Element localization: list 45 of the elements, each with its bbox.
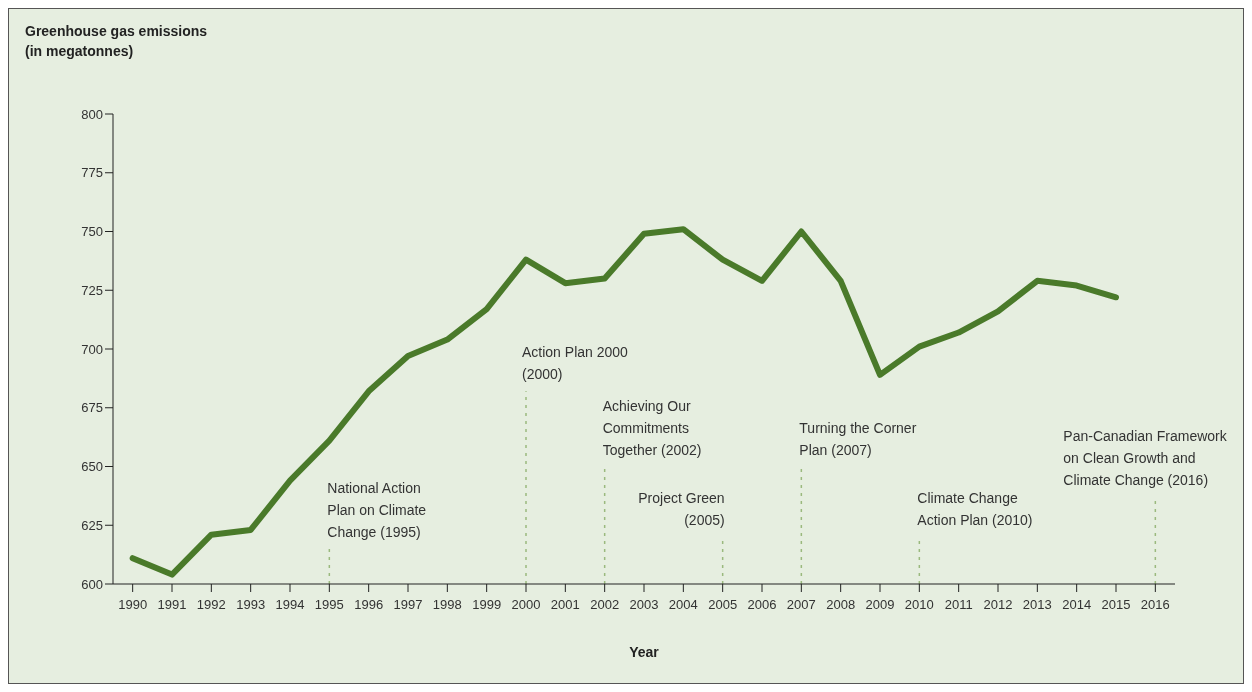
x-tick-label: 2015 — [1101, 597, 1131, 613]
x-tick-label: 2014 — [1062, 597, 1092, 613]
y-tick-label: 725 — [81, 282, 103, 298]
x-axis-title: Year — [629, 644, 660, 660]
x-tick-label: 1990 — [118, 597, 148, 613]
x-tick-label: 2000 — [511, 597, 541, 613]
y-tick-label: 750 — [81, 224, 103, 240]
y-tick-label: 775 — [81, 165, 103, 181]
x-tick-label: 2011 — [944, 597, 973, 613]
x-tick-label: 2009 — [865, 597, 895, 613]
y-tick-label: 650 — [81, 459, 103, 475]
y-tick-label: 625 — [81, 517, 103, 533]
x-tick-label: 2010 — [904, 597, 934, 613]
x-tick-label: 2002 — [590, 597, 620, 613]
y-tick-label: 800 — [81, 106, 103, 122]
x-tick-label: 2004 — [668, 597, 698, 613]
x-tick-label: 2013 — [1022, 597, 1052, 613]
x-tick-label: 1993 — [236, 597, 266, 613]
x-tick-label: 2012 — [983, 597, 1013, 613]
x-tick-label: 1994 — [275, 597, 305, 613]
x-tick-label: 2003 — [629, 597, 659, 613]
x-tick-label: 2016 — [1140, 597, 1170, 613]
ref-line-label: National Action Plan on Climate Change (1995) — [327, 479, 427, 540]
x-tick-label: 1998 — [432, 597, 462, 613]
y-tick-label: 600 — [81, 576, 103, 592]
x-tick-label: 2006 — [747, 597, 777, 613]
ref-line-label: Project Green (2005) — [638, 490, 725, 528]
x-tick-label: 1997 — [393, 597, 423, 613]
y-tick-label: 700 — [81, 341, 103, 357]
x-tick-label: 1995 — [314, 597, 344, 613]
y-axis-title: Greenhouse gas emissions (in megatonnes) — [25, 22, 208, 61]
ref-line-label: Climate Change Action Plan (2010) — [917, 490, 1033, 528]
x-tick-label: 2008 — [826, 597, 856, 613]
ref-line-label: Achieving Our Commitments Together (2002) — [602, 397, 702, 458]
x-tick-label: 2005 — [708, 597, 738, 613]
y-tick-label: 675 — [81, 400, 103, 416]
x-tick-label: 1999 — [472, 597, 502, 613]
x-tick-label: 1992 — [196, 597, 226, 613]
x-tick-label: 1996 — [354, 597, 384, 613]
ref-line-label: Action Plan 2000 (2000) — [522, 344, 629, 383]
x-tick-label: 1991 — [157, 597, 187, 613]
ref-line-label: Pan-Canadian Framework on Clean Growth and Climate Change (2016) — [1063, 428, 1228, 489]
ref-line-label: Turning the Corner Plan (2007) — [799, 419, 917, 458]
x-tick-label: 2001 — [550, 597, 580, 613]
x-tick-label: 2007 — [786, 597, 816, 613]
